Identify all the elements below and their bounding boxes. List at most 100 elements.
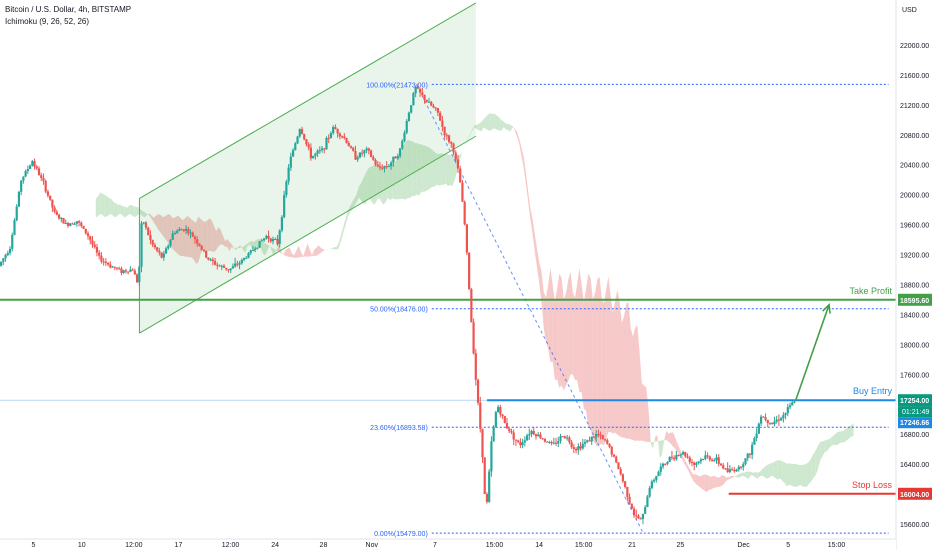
cloud-bull-segment	[441, 153, 443, 185]
cloud-bear-segment	[626, 303, 628, 439]
candle-bear	[477, 380, 479, 403]
candle-bull	[760, 417, 762, 424]
cloud-bull-segment	[343, 219, 345, 233]
cloud-bull-segment	[767, 464, 769, 478]
candle-bear	[635, 515, 637, 516]
cloud-bull-segment	[136, 207, 138, 217]
candle-bear	[51, 200, 53, 208]
candle-bull	[666, 462, 668, 464]
candle-bull	[261, 240, 263, 241]
cloud-bull-segment	[123, 206, 125, 217]
candle-bull	[408, 113, 410, 121]
price-axis[interactable]: USD15600.0016000.0016400.0016800.0017200…	[896, 0, 932, 550]
cloud-bull-segment	[116, 203, 118, 217]
price-tick-label: 21600.00	[900, 73, 929, 80]
cloud-bull-segment	[825, 440, 827, 453]
candle-bear	[602, 435, 604, 439]
candle-bull	[245, 258, 247, 259]
candle-bull	[31, 161, 33, 165]
cloud-bear-segment	[575, 284, 577, 380]
cloud-bull-segment	[337, 243, 339, 250]
price-tick-label: 20800.00	[900, 133, 929, 140]
time-tick-label: 15:00	[828, 542, 846, 549]
candle-bull	[169, 240, 171, 246]
candle-bear	[225, 268, 227, 269]
candle-bear	[56, 212, 58, 215]
cloud-bear-segment	[283, 250, 285, 255]
candle-bear	[664, 464, 666, 465]
candle-bear	[85, 229, 87, 233]
candle-bull	[332, 127, 334, 133]
cloud-bull-segment	[798, 465, 800, 487]
cloud-bull-segment	[118, 205, 120, 216]
candle-bull	[713, 460, 715, 461]
candle-bull	[0, 262, 2, 266]
cloud-bear-segment	[290, 248, 292, 258]
cloud-bear-segment	[722, 475, 724, 485]
cloud-bear-segment	[637, 325, 639, 441]
cloud-bear-segment	[678, 443, 680, 455]
cloud-bull-segment	[847, 427, 849, 441]
cloud-bear-segment	[588, 274, 590, 429]
candle-bear	[452, 144, 454, 153]
candle-bull	[657, 472, 659, 476]
cloud-bull-segment	[484, 117, 486, 129]
cloud-bear-segment	[729, 476, 731, 479]
candle-bear	[267, 236, 269, 239]
cloud-bull-segment	[334, 247, 336, 250]
indicator-title[interactable]: Ichimoku (9, 26, 52, 26)	[5, 16, 131, 28]
candle-bull	[669, 457, 671, 462]
candle-bear	[71, 223, 73, 224]
cloud-bear-segment	[597, 277, 599, 447]
candle-bull	[488, 471, 490, 502]
candle-bear	[352, 148, 354, 151]
cloud-bull-segment	[653, 437, 655, 449]
cloud-bear-segment	[709, 476, 711, 490]
candle-bull	[172, 233, 174, 239]
cloud-bull-segment	[769, 463, 771, 478]
price-tick-label: 22000.00	[900, 43, 929, 50]
cloud-bull-segment	[98, 192, 100, 215]
candle-bear	[444, 127, 446, 135]
price-tick-label: 19200.00	[900, 253, 929, 260]
candle-bear	[508, 428, 510, 431]
time-tick-label: 12:00	[222, 542, 240, 549]
price-tick-label: 20000.00	[900, 193, 929, 200]
candle-bull	[390, 163, 392, 166]
candle-bear	[506, 423, 508, 428]
cloud-bull-segment	[845, 428, 847, 442]
candle-bear	[158, 251, 160, 253]
cloud-bull-segment	[791, 464, 793, 487]
candle-bear	[154, 245, 156, 248]
candle-bull	[789, 405, 791, 407]
candle-bear	[98, 253, 100, 256]
time-tick-label: 28	[320, 542, 328, 549]
cloud-bull-segment	[756, 472, 758, 478]
target-arrow-shaft	[796, 305, 829, 401]
symbol-title[interactable]: Bitcoin / U.S. Dollar, 4h, BITSTAMP	[5, 4, 131, 16]
cloud-bear-segment	[644, 386, 646, 442]
candle-bear	[546, 442, 548, 443]
candle-bear	[301, 129, 303, 134]
candle-bull	[649, 488, 651, 497]
candle-bear	[160, 253, 162, 258]
candle-bear	[604, 439, 606, 440]
candle-bear	[345, 138, 347, 143]
price-tick-label: 16800.00	[900, 432, 929, 439]
candle-bull	[642, 514, 644, 519]
candle-bear	[484, 457, 486, 494]
time-tick-label: Dec	[737, 542, 750, 549]
candle-bear	[437, 108, 439, 113]
stop-loss-label: Stop Loss	[852, 480, 893, 490]
cloud-bull-segment	[448, 155, 450, 187]
cloud-bear-segment	[584, 289, 586, 411]
cloud-bear-segment	[655, 435, 657, 441]
cloud-bull-segment	[753, 472, 755, 477]
cloud-bear-segment	[566, 279, 568, 385]
candle-bull	[279, 230, 281, 244]
cloud-bear-segment	[533, 219, 535, 252]
cloud-bull-segment	[793, 464, 795, 487]
